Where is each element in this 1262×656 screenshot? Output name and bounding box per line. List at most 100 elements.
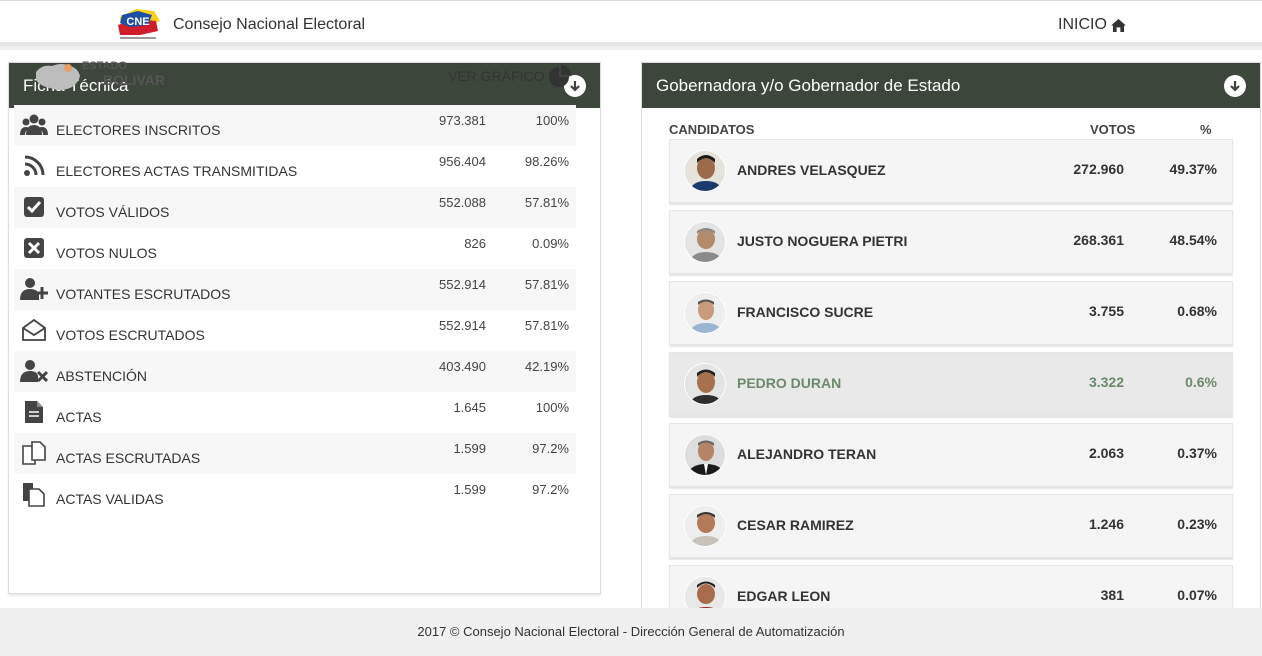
check-square-icon bbox=[20, 193, 48, 221]
rss-icon bbox=[20, 152, 48, 180]
stat-percent: 57.81% bbox=[524, 277, 569, 292]
candidate-votes: 3.322 bbox=[1088, 374, 1124, 390]
candidate-percent: 0.6% bbox=[1185, 374, 1217, 390]
candidate-name: CESAR RAMIREZ bbox=[737, 517, 854, 533]
panel-title: Gobernadora y/o Gobernador de Estado bbox=[656, 75, 961, 95]
candidate-card[interactable]: FRANCISCO SUCRE 3.755 0.68% bbox=[669, 281, 1233, 345]
candidate-name: ANDRES VELASQUEZ bbox=[737, 162, 886, 178]
stat-label: VOTOS ESCRUTADOS bbox=[56, 327, 205, 343]
stat-row: VOTOS ESCRUTADOS 552.914 57.81% bbox=[14, 310, 576, 351]
stat-percent: 42.19% bbox=[524, 359, 569, 374]
candidate-votes: 268.361 bbox=[1073, 232, 1124, 248]
candidate-name: EDGAR LEON bbox=[737, 588, 831, 604]
stat-row: VOTOS VÁLIDOS 552.088 57.81% bbox=[14, 187, 576, 228]
stat-percent: 97.2% bbox=[532, 482, 569, 497]
stat-row: ACTAS ESCRUTADAS 1.599 97.2% bbox=[14, 433, 576, 474]
stat-value: 1.599 bbox=[453, 482, 486, 497]
users-icon bbox=[20, 111, 48, 139]
column-header-candidates: CANDIDATOS bbox=[669, 122, 755, 137]
candidate-avatar bbox=[684, 505, 726, 547]
ficha-tecnica-panel: Ficha Técnica bbox=[8, 62, 601, 594]
stat-row: ACTAS VALIDAS 1.599 97.2% bbox=[14, 474, 576, 515]
candidate-votes: 1.246 bbox=[1088, 516, 1124, 532]
candidate-card[interactable]: ANDRES VELASQUEZ 272.960 49.37% bbox=[669, 139, 1233, 203]
stat-label: VOTOS VÁLIDOS bbox=[56, 204, 170, 220]
stat-row: ELECTORES INSCRITOS 973.381 100% bbox=[14, 105, 576, 146]
stats-list: ELECTORES INSCRITOS 973.381 100% ELECTOR… bbox=[14, 105, 576, 515]
candidate-avatar bbox=[684, 292, 726, 334]
nav-home-label: INICIO bbox=[1058, 16, 1107, 33]
stat-value: 973.381 bbox=[439, 113, 486, 128]
stat-percent: 100% bbox=[535, 113, 569, 128]
candidate-list: ANDRES VELASQUEZ 272.960 49.37% JUSTO NO… bbox=[669, 139, 1233, 636]
candidate-name: JUSTO NOGUERA PIETRI bbox=[737, 233, 908, 249]
column-header-votes: VOTOS bbox=[1090, 122, 1136, 137]
gobernador-header: Gobernadora y/o Gobernador de Estado bbox=[642, 63, 1260, 108]
stat-percent: 98.26% bbox=[524, 154, 569, 169]
x-square-icon bbox=[20, 234, 48, 262]
stat-row: VOTANTES ESCRUTADOS 552.914 57.81% bbox=[14, 269, 576, 310]
footer-text: 2017 © Consejo Nacional Electoral - Dire… bbox=[417, 624, 845, 639]
candidate-percent: 0.37% bbox=[1177, 445, 1217, 461]
stat-row: ABSTENCIÓN 403.490 42.19% bbox=[14, 351, 576, 392]
user-times-icon bbox=[20, 357, 48, 385]
pie-chart-icon bbox=[549, 65, 572, 87]
stat-value: 552.088 bbox=[439, 195, 486, 210]
stat-label: ACTAS ESCRUTADAS bbox=[56, 450, 201, 466]
column-header-percent: % bbox=[1200, 122, 1212, 137]
candidate-avatar bbox=[684, 150, 726, 192]
logo-text: CNE bbox=[126, 16, 149, 28]
stat-percent: 0.09% bbox=[532, 236, 569, 251]
candidate-votes: 3.755 bbox=[1088, 303, 1124, 319]
candidate-percent: 0.68% bbox=[1177, 303, 1217, 319]
ficha-tecnica-header: Ficha Técnica bbox=[9, 63, 600, 108]
cne-logo[interactable]: CNE bbox=[114, 7, 162, 43]
stat-value: 956.404 bbox=[439, 154, 486, 169]
candidate-name: FRANCISCO SUCRE bbox=[737, 304, 874, 320]
stat-row: ACTAS 1.645 100% bbox=[14, 392, 576, 433]
arrow-down-circle-icon[interactable] bbox=[1224, 74, 1246, 97]
stat-percent: 97.2% bbox=[532, 441, 569, 456]
stat-row: VOTOS NULOS 826 0.09% bbox=[14, 228, 576, 269]
state-name: BOLIVAR bbox=[103, 72, 165, 88]
candidate-name: ALEJANDRO TERAN bbox=[737, 446, 877, 462]
stat-label: ABSTENCIÓN bbox=[56, 368, 148, 384]
candidate-card[interactable]: CESAR RAMIREZ 1.246 0.23% bbox=[669, 494, 1233, 558]
candidate-avatar bbox=[684, 363, 726, 405]
stat-percent: 57.81% bbox=[524, 195, 569, 210]
brand-name[interactable]: Consejo Nacional Electoral bbox=[173, 16, 366, 33]
copy-icon bbox=[20, 439, 48, 467]
stat-percent: 57.81% bbox=[524, 318, 569, 333]
candidate-percent: 0.07% bbox=[1177, 587, 1217, 603]
stat-row: ELECTORES ACTAS TRANSMITIDAS 956.404 98.… bbox=[14, 146, 576, 187]
stat-label: VOTOS NULOS bbox=[56, 245, 157, 261]
stat-value: 1.645 bbox=[453, 400, 486, 415]
state-map-icon bbox=[36, 64, 80, 90]
ver-grafico-link[interactable]: VER GRÁFICO bbox=[448, 64, 572, 88]
arrow-down-circle-icon[interactable] bbox=[564, 74, 586, 97]
stat-label: ACTAS VALIDAS bbox=[56, 491, 164, 507]
stat-value: 552.914 bbox=[439, 277, 486, 292]
stat-value: 403.490 bbox=[439, 359, 486, 374]
candidate-card[interactable]: PEDRO DURAN 3.322 0.6% bbox=[669, 352, 1233, 416]
footer: 2017 © Consejo Nacional Electoral - Dire… bbox=[0, 608, 1262, 647]
stat-value: 552.914 bbox=[439, 318, 486, 333]
candidate-percent: 48.54% bbox=[1169, 232, 1217, 248]
candidate-card[interactable]: ALEJANDRO TERAN 2.063 0.37% bbox=[669, 423, 1233, 487]
user-plus-icon bbox=[20, 275, 48, 303]
candidate-card[interactable]: JUSTO NOGUERA PIETRI 268.361 48.54% bbox=[669, 210, 1233, 274]
candidate-votes: 272.960 bbox=[1073, 161, 1124, 177]
files-icon bbox=[20, 480, 48, 508]
stat-value: 826 bbox=[464, 236, 486, 251]
state-prefix: ESTADO bbox=[82, 60, 128, 72]
nav-home-link[interactable]: INICIO bbox=[1058, 16, 1126, 34]
candidate-votes: 381 bbox=[1100, 587, 1124, 603]
home-icon bbox=[1110, 18, 1126, 32]
ver-grafico-label: VER GRÁFICO bbox=[448, 68, 545, 84]
candidate-votes: 2.063 bbox=[1088, 445, 1124, 461]
stat-percent: 100% bbox=[535, 400, 569, 415]
stat-value: 1.599 bbox=[453, 441, 486, 456]
candidate-percent: 49.37% bbox=[1169, 161, 1217, 177]
file-icon bbox=[20, 398, 48, 426]
candidate-avatar bbox=[684, 221, 726, 263]
